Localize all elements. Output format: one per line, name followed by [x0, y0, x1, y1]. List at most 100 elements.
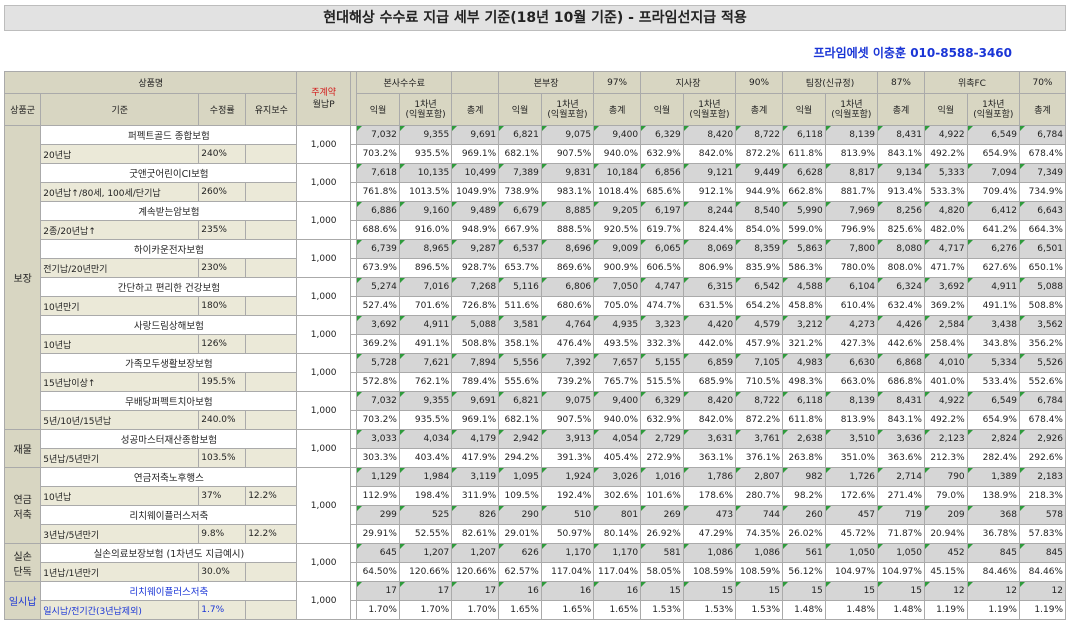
group-fc: 위촉FC: [923, 71, 1020, 94]
commission-percent: 869.6%: [540, 258, 595, 278]
product-maintenance: 12.2%: [245, 486, 298, 506]
product-name: 가족모두생활보장보험: [40, 353, 298, 373]
commission-percent: 912.1%: [682, 182, 737, 202]
commission-value: 15: [682, 581, 737, 601]
commission-value: 1,086: [682, 543, 737, 563]
commission-percent: 1.48%: [877, 600, 925, 620]
commission-value: 6,501: [1018, 239, 1067, 259]
commission-percent: 1.65%: [593, 600, 642, 620]
commission-value: 5,088: [451, 315, 500, 335]
commission-percent: 907.5%: [540, 410, 595, 430]
commission-value: 2,638: [782, 429, 826, 449]
commission-value: 6,118: [782, 391, 826, 411]
monthly-premium: 1,000: [296, 467, 351, 544]
commission-value: 2,584: [923, 315, 968, 335]
commission-value: 457: [824, 505, 879, 525]
product-percent-row: 20년납 240% 703.2% 935.5% 969.1% 682.1% 907.5% 94…: [5, 144, 1067, 164]
commission-value: 8,885: [540, 201, 595, 221]
commission-percent: 888.5%: [540, 220, 595, 240]
commission-value: 3,761: [735, 429, 784, 449]
commission-percent: 842.0%: [682, 410, 737, 430]
commission-percent: 641.2%: [966, 220, 1020, 240]
commission-percent: 74.35%: [735, 524, 784, 544]
commission-percent: 26.92%: [640, 524, 684, 544]
product-percent-row: 1년납/1년만기 30.0% 64.50% 120.66% 120.66% 62.57% 1…: [5, 562, 1067, 582]
commission-percent: 552.6%: [1018, 372, 1067, 392]
commission-percent: 1.19%: [923, 600, 968, 620]
commission-value: 3,438: [966, 315, 1020, 335]
commission-percent: 1.53%: [735, 600, 784, 620]
commission-value: 2,729: [640, 429, 684, 449]
monthly-premium: 1,000: [296, 429, 351, 468]
commission-percent: 71.87%: [877, 524, 925, 544]
commission-table: 상품명 주계약 월납P 본사수수료 본부장 97% 지사장 90% 팀장(신규정…: [3, 71, 1067, 620]
commission-percent: 457.9%: [735, 334, 784, 354]
sub-header-year-line2: (익월포함): [973, 109, 1014, 120]
commission-percent: 632.9%: [640, 144, 684, 164]
commission-percent: 79.0%: [923, 486, 968, 506]
commission-value: 5,274: [356, 277, 400, 297]
commission-value: 9,489: [451, 201, 500, 221]
commission-value: 5,526: [1018, 353, 1067, 373]
commission-value: 8,696: [540, 239, 595, 259]
monthly-premium: 1,000: [296, 581, 351, 620]
commission-percent: 84.46%: [966, 562, 1020, 582]
product-rate: 195.5%: [198, 372, 247, 392]
commission-percent: 533.3%: [923, 182, 968, 202]
commission-percent: 825.6%: [877, 220, 925, 240]
commission-value: 7,016: [398, 277, 453, 297]
commission-value: 5,088: [1018, 277, 1067, 297]
commission-value: 645: [356, 543, 400, 563]
product-name: 실손의료보장보험 (1차년도 지급예시): [40, 543, 298, 563]
product-basis: 20년납↑/80세, 100세/단기납: [40, 182, 200, 202]
commission-percent: 662.8%: [782, 182, 826, 202]
commission-value: 7,389: [498, 163, 542, 183]
commission-percent: 703.2%: [356, 410, 400, 430]
sub-header-year: 1차년 (익월포함): [682, 93, 737, 126]
commission-value: 4,579: [735, 315, 784, 335]
sub-header-year: 1차년 (익월포함): [966, 93, 1020, 126]
commission-value: 626: [498, 543, 542, 563]
sub-header-year-line1: 1차년: [840, 99, 863, 110]
commission-value: 290: [498, 505, 542, 525]
sub-header-month: 익월: [782, 93, 826, 126]
commission-value: 7,894: [451, 353, 500, 373]
commission-percent: 405.4%: [593, 448, 642, 468]
commission-percent: 508.8%: [451, 334, 500, 354]
commission-percent: 492.2%: [923, 410, 968, 430]
page-title: 현대해상 수수료 지급 세부 기준(18년 10월 기준) - 프라임선지급 적…: [4, 5, 1066, 31]
commission-percent: 1049.9%: [451, 182, 500, 202]
commission-percent: 881.7%: [824, 182, 879, 202]
commission-value: 8,540: [735, 201, 784, 221]
commission-value: 7,105: [735, 353, 784, 373]
commission-percent: 417.9%: [451, 448, 500, 468]
commission-percent: 682.1%: [498, 410, 542, 430]
sub-header-total: 총계: [877, 93, 925, 126]
commission-percent: 701.6%: [398, 296, 453, 316]
spacer-cell: [349, 600, 358, 620]
product-row: 보장 퍼펙트골드 종합보험 1,000 7,032 9,355 9,691 6,821 9,0…: [3, 125, 1067, 430]
commission-percent: 872.2%: [735, 144, 784, 164]
commission-value: 7,618: [356, 163, 400, 183]
commission-value: 4,922: [923, 391, 968, 411]
commission-value: 1,170: [540, 543, 595, 563]
commission-value: 1,984: [398, 467, 453, 487]
commission-percent: 212.3%: [923, 448, 968, 468]
product-name: 무배당퍼펙트치아보험: [40, 391, 298, 411]
commission-value: 3,510: [824, 429, 879, 449]
group-branch: 지사장: [640, 71, 737, 94]
commission-percent: 218.3%: [1018, 486, 1067, 506]
monthly-premium: 1,000: [296, 543, 351, 582]
commission-value: 15: [640, 581, 684, 601]
commission-percent: 104.97%: [877, 562, 925, 582]
commission-value: 2,123: [923, 429, 968, 449]
product-percent-row: 3년납/5년만기 9.8% 12.2% 29.91% 52.55% 82.61% 29.01…: [5, 524, 1067, 544]
commission-value: 8,420: [682, 391, 737, 411]
commission-value: 6,856: [640, 163, 684, 183]
commission-percent: 533.4%: [966, 372, 1020, 392]
commission-percent: 761.8%: [356, 182, 400, 202]
commission-percent: 928.7%: [451, 258, 500, 278]
commission-percent: 1.70%: [398, 600, 453, 620]
product-row: 무배당퍼펙트치아보험 1,000 7,032 9,355 9,691 6,821 9,075…: [5, 391, 1067, 430]
product-row: 가족모두생활보장보험 1,000 5,728 7,621 7,894 5,556 7,392…: [5, 353, 1067, 392]
